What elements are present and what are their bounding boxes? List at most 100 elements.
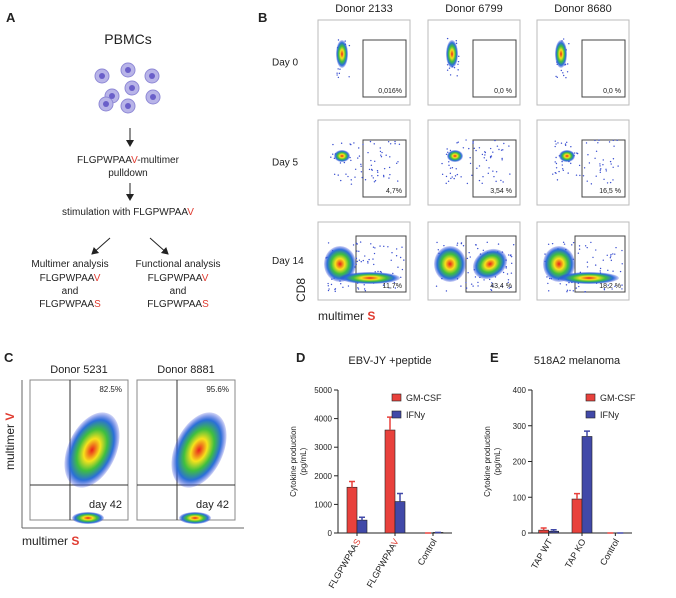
stimulation-line: stimulation with FLGPWPAAV bbox=[62, 207, 194, 218]
event-dot bbox=[456, 75, 458, 77]
event-dot bbox=[567, 172, 569, 174]
event-dot bbox=[583, 167, 586, 169]
x-tick-label: FLGPWPAAS bbox=[326, 537, 362, 590]
event-dot bbox=[554, 140, 556, 142]
event-dot bbox=[466, 257, 469, 260]
y-axis-label: Cytokine production bbox=[483, 426, 492, 497]
y-tick-label: 4000 bbox=[314, 415, 332, 424]
event-dot bbox=[441, 173, 444, 176]
event-dot bbox=[621, 263, 623, 265]
event-dot bbox=[605, 168, 607, 170]
density bbox=[72, 512, 104, 524]
event-dot bbox=[387, 246, 389, 248]
event-dot bbox=[356, 260, 358, 263]
event-dot bbox=[445, 153, 448, 156]
text-part: FLGPWPAA bbox=[148, 273, 203, 284]
y-axis-label: CD8 bbox=[294, 278, 308, 302]
event-dot bbox=[510, 272, 513, 274]
donor-label: Donor 2133 bbox=[335, 3, 393, 15]
y-axis-label: (pg/mL) bbox=[299, 447, 308, 475]
event-dot bbox=[376, 169, 379, 172]
bar bbox=[394, 501, 406, 534]
event-dot bbox=[599, 171, 602, 174]
bar bbox=[571, 498, 583, 534]
density bbox=[555, 40, 567, 68]
event-dot bbox=[485, 159, 488, 161]
event-dot bbox=[374, 179, 377, 182]
event-dot bbox=[449, 167, 452, 169]
event-dot bbox=[575, 287, 578, 289]
plot-frame bbox=[536, 119, 630, 206]
event-dot bbox=[456, 242, 459, 244]
analysis-title: Functional analysis bbox=[135, 259, 220, 270]
event-dot bbox=[460, 285, 462, 287]
y-tick-label: 1000 bbox=[314, 500, 332, 509]
event-dot bbox=[508, 145, 510, 147]
event-dot bbox=[615, 246, 617, 249]
event-dot bbox=[500, 149, 503, 151]
event-dot bbox=[599, 165, 601, 167]
event-dot bbox=[397, 266, 399, 268]
text-part: V bbox=[94, 273, 101, 284]
event-dot bbox=[595, 249, 597, 251]
panel-c: C multimer V multimer S Donor 5231 82.5% d… bbox=[3, 350, 244, 548]
event-dot bbox=[403, 259, 405, 261]
event-dot bbox=[359, 241, 362, 243]
event-dot bbox=[603, 178, 605, 181]
event-dot bbox=[344, 40, 346, 42]
event-dot bbox=[554, 161, 556, 163]
event-dot bbox=[595, 175, 597, 177]
event-dot bbox=[340, 283, 342, 285]
event-dot bbox=[467, 272, 469, 274]
donor-label: Donor 5231 bbox=[50, 364, 108, 376]
peptide: FLGPWPAAS bbox=[39, 299, 101, 310]
event-dot bbox=[602, 259, 604, 261]
event-dot bbox=[609, 181, 612, 184]
event-dot bbox=[477, 281, 479, 284]
event-dot bbox=[360, 163, 362, 166]
event-dot bbox=[446, 37, 449, 40]
density bbox=[434, 246, 466, 282]
gate bbox=[472, 39, 517, 98]
event-dot bbox=[586, 180, 588, 182]
event-dot bbox=[590, 241, 592, 244]
text-part: FLGPWPAA bbox=[147, 299, 202, 310]
event-dot bbox=[500, 179, 502, 182]
text-part: FLGPWPAA bbox=[39, 299, 94, 310]
event-dot bbox=[352, 244, 355, 246]
event-dot bbox=[460, 242, 463, 245]
event-dot bbox=[456, 142, 458, 144]
density bbox=[334, 150, 350, 162]
event-dot bbox=[372, 258, 374, 260]
event-dot bbox=[472, 141, 474, 143]
event-dot bbox=[621, 288, 623, 290]
event-dot bbox=[451, 176, 453, 178]
event-dot bbox=[334, 288, 336, 291]
bar-chart: E 518A2 melanoma Cytokine production (pg/mL… bbox=[483, 350, 636, 571]
bar bbox=[346, 486, 358, 534]
event-dot bbox=[336, 72, 338, 74]
event-dot bbox=[328, 288, 330, 290]
pulldown-line: FLGPWPAAV-multimer bbox=[77, 155, 180, 166]
event-dot bbox=[501, 157, 503, 160]
event-dot bbox=[356, 250, 358, 252]
event-dot bbox=[555, 167, 558, 169]
event-dot bbox=[445, 175, 448, 178]
event-dot bbox=[385, 154, 387, 156]
event-dot bbox=[612, 179, 614, 181]
x-axis-label: multimer S bbox=[318, 309, 375, 323]
event-dot bbox=[381, 151, 383, 154]
gate bbox=[362, 39, 407, 98]
event-dot bbox=[560, 142, 563, 144]
panel-label: B bbox=[258, 10, 267, 25]
event-dot bbox=[488, 167, 490, 169]
event-dot bbox=[556, 76, 558, 79]
percentage: 95.6% bbox=[206, 385, 229, 394]
event-dot bbox=[448, 164, 450, 167]
event-dot bbox=[469, 256, 471, 258]
event-dot bbox=[561, 160, 563, 163]
event-dot bbox=[576, 152, 578, 154]
event-dot bbox=[379, 147, 381, 149]
event-dot bbox=[481, 182, 483, 185]
event-dot bbox=[465, 139, 467, 141]
